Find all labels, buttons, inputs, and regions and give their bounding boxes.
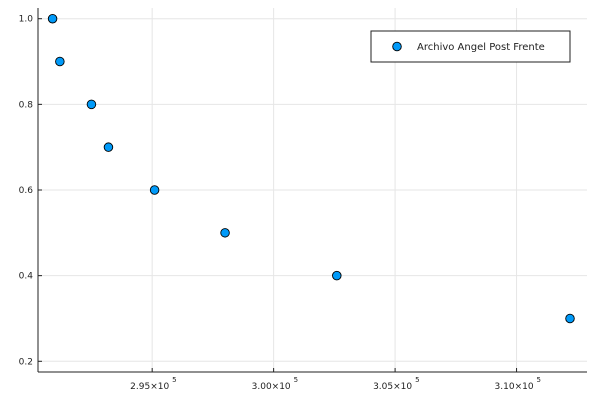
legend: Archivo Angel Post Frente <box>370 30 571 63</box>
x-tick-label: 3.05×10 <box>373 382 412 392</box>
data-point <box>103 142 114 152</box>
grid-lines <box>38 8 587 372</box>
data-point <box>86 99 97 110</box>
y-tick-label: 0.2 <box>19 357 33 367</box>
y-tick-label: 0.8 <box>19 100 34 110</box>
x-tick-exponent: 5 <box>294 376 298 384</box>
data-points <box>47 13 575 324</box>
x-tick-exponent: 5 <box>415 376 419 384</box>
y-tick-label: 1.0 <box>19 15 34 25</box>
data-point <box>149 185 160 195</box>
x-tick-label: 3.10×10 <box>495 382 534 392</box>
x-tick-exponent: 5 <box>172 376 176 384</box>
x-tick-label: 3.00×10 <box>252 382 291 392</box>
legend-label: Archivo Angel Post Frente <box>417 42 545 53</box>
y-tick-label: 0.4 <box>19 272 34 282</box>
data-point <box>47 13 58 24</box>
x-tick-label: 2.95×10 <box>130 382 169 392</box>
x-tick-exponent: 5 <box>537 376 541 384</box>
legend-marker <box>392 41 402 52</box>
data-point <box>565 313 575 324</box>
data-point <box>55 56 65 67</box>
axes <box>37 8 587 373</box>
y-tick-label: 0.6 <box>19 186 34 196</box>
legend-box <box>370 30 571 63</box>
data-point <box>332 270 342 281</box>
tick-labels: 2.95×1053.00×1053.05×1053.10×1050.20.40.… <box>19 15 541 392</box>
data-point <box>220 228 230 238</box>
